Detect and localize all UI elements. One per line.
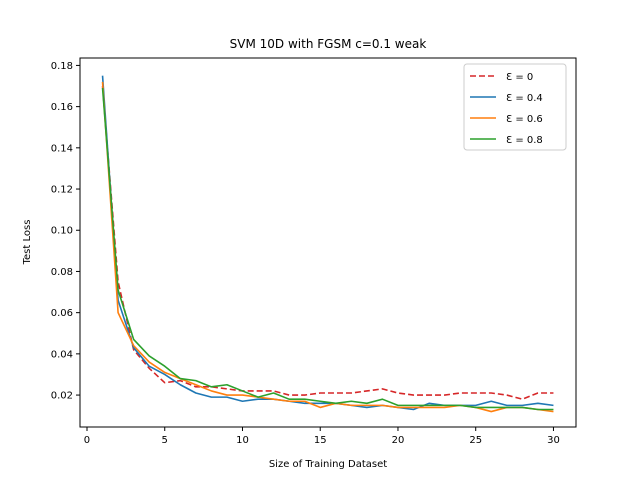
x-tick-label: 15 [314, 435, 327, 446]
x-axis-label: Size of Training Dataset [269, 459, 387, 470]
series-line-3 [101, 88, 554, 411]
y-tick-label: 0.04 [51, 349, 73, 360]
y-tick-label: 0.02 [51, 391, 73, 402]
y-tick-label: 0.08 [51, 267, 73, 278]
y-tick-label: 0.12 [51, 185, 73, 196]
x-tick-label: 10 [236, 435, 249, 446]
x-tick-label: 30 [547, 435, 560, 446]
x-tick-label: 25 [469, 435, 482, 446]
y-tick-label: 0.10 [51, 226, 73, 237]
chart-title: SVM 10D with FGSM c=0.1 weak [230, 37, 427, 51]
plot-frame [79, 57, 577, 428]
y-tick-label: 0.06 [51, 308, 73, 319]
x-tick-label: 5 [162, 435, 168, 446]
y-axis-label: Test Loss [22, 220, 33, 266]
legend-box [463, 63, 567, 151]
y-tick-label: 0.18 [51, 61, 73, 72]
y-tick-label: 0.14 [51, 143, 73, 154]
series-layer [101, 75, 554, 413]
legend: Ɛ = 0 Ɛ = 0.4 Ɛ = 0.6 Ɛ = 0.8 [463, 63, 567, 151]
legend-label: Ɛ = 0.8 [506, 135, 543, 146]
y-axis: 0.02 0.04 0.06 0.08 0.10 0.12 0.14 0.16 0.18 [51, 61, 80, 402]
series-line-1 [101, 75, 554, 411]
legend-label: Ɛ = 0 [506, 72, 533, 83]
legend-label: Ɛ = 0.6 [506, 114, 543, 125]
x-tick-label: 0 [84, 435, 90, 446]
legend-label: Ɛ = 0.4 [506, 93, 543, 104]
x-axis: 0 5 10 15 20 25 30 [84, 427, 560, 446]
series-line-0 [101, 85, 554, 400]
y-tick-label: 0.16 [51, 102, 73, 113]
x-tick-label: 20 [392, 435, 405, 446]
